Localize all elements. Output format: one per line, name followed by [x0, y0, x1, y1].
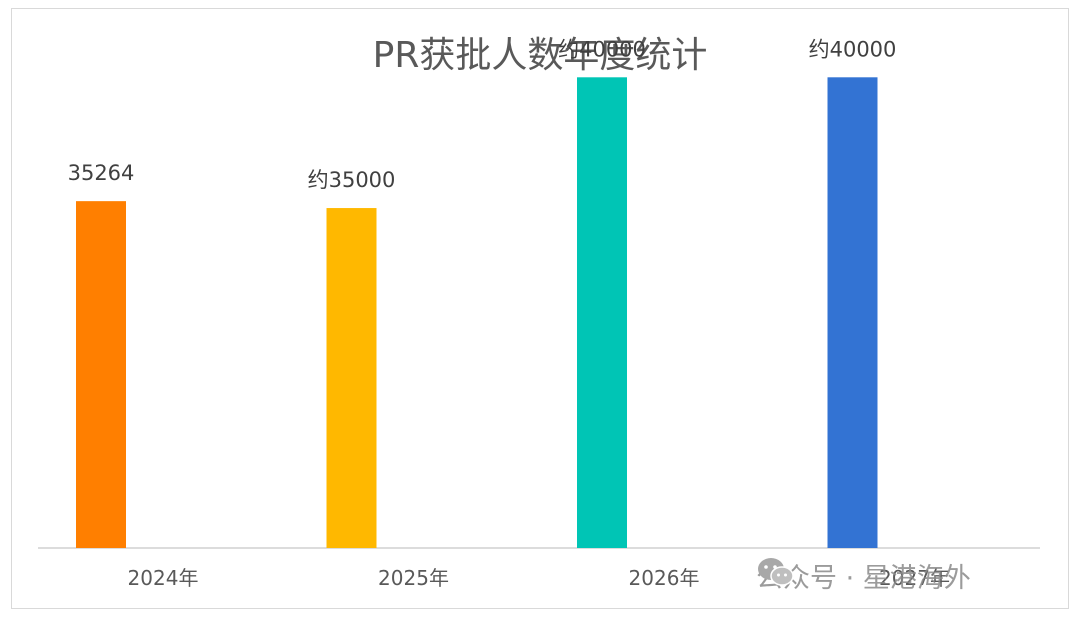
x-tick-label-3: 2027年 [879, 566, 950, 590]
data-label-2: 约40000 [558, 37, 646, 61]
chart-title: PR获批人数年度统计 [372, 35, 708, 76]
bar-2 [577, 77, 627, 549]
watermark: 公众号 · 星港海外 [756, 556, 971, 595]
chart-frame [11, 8, 1069, 609]
data-label-1: 约35000 [308, 168, 396, 192]
bar-0 [76, 201, 126, 548]
bar-1 [326, 208, 377, 549]
wechat-icon [758, 558, 794, 586]
bar-3 [827, 77, 878, 549]
x-tick-label-0: 2024年 [128, 566, 199, 590]
x-tick-label-2: 2026年 [629, 566, 700, 590]
x-tick-label-1: 2025年 [378, 566, 449, 590]
data-label-3: 约40000 [809, 37, 897, 61]
data-label-0: 35264 [68, 161, 135, 185]
